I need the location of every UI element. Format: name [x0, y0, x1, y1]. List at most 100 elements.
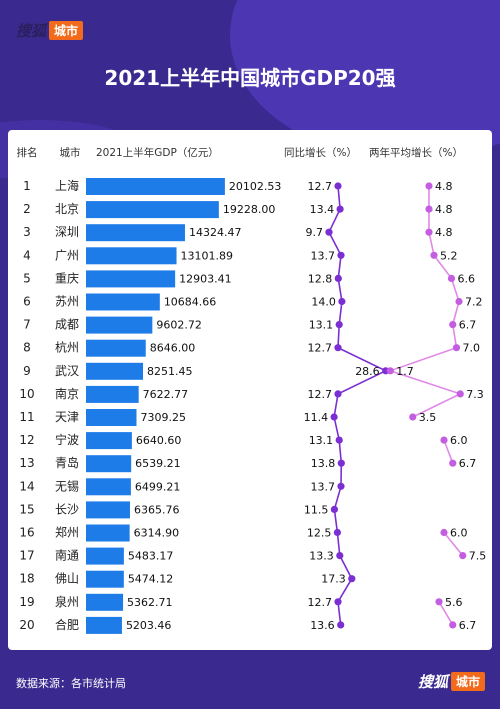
rank-label: 18: [19, 572, 34, 586]
yoy-growth-point: [335, 321, 343, 329]
rank-label: 13: [19, 456, 34, 470]
avg2y-growth-point: [449, 459, 457, 467]
gdp-bar: [86, 385, 139, 403]
city-label: 武汉: [55, 364, 79, 378]
city-label: 成都: [55, 318, 79, 332]
yoy-growth-point: [337, 482, 345, 490]
yoy-growth-label: 12.7: [308, 388, 333, 401]
gdp-bar: [86, 247, 177, 265]
rank-label: 17: [19, 549, 34, 563]
gdp-bar: [86, 409, 137, 426]
city-label: 北京: [55, 202, 79, 216]
avg2y-growth-point: [440, 528, 448, 537]
avg2y-growth-point: [386, 367, 394, 375]
yoy-growth-label: 13.1: [309, 319, 334, 332]
yoy-growth-point: [348, 575, 356, 583]
yoy-growth-point: [335, 436, 343, 444]
gdp-value-label: 6539.21: [135, 457, 181, 470]
avg2y-growth-label: 5.2: [440, 249, 458, 262]
yoy-growth-label: 17.3: [321, 573, 346, 586]
rank-label: 1: [23, 179, 31, 193]
gdp-value-label: 19228.00: [223, 203, 276, 216]
gdp-value-label: 13101.89: [181, 249, 234, 262]
column-header: 两年平均增长（%）: [369, 146, 463, 159]
column-header: 同比增长（%）: [284, 146, 357, 159]
column-header: 排名: [17, 146, 38, 159]
avg2y-growth-line: [443, 531, 464, 557]
avg2y-growth-label: 6.0: [450, 434, 468, 447]
gdp-value-label: 10684.66: [164, 296, 217, 309]
yoy-growth-label: 12.7: [308, 180, 333, 193]
gdp-bar: [86, 524, 130, 542]
avg2y-growth-point: [425, 205, 433, 213]
yoy-growth-label: 13.4: [310, 203, 335, 216]
page-title: 2021上半年中国城市GDP20强: [104, 66, 396, 90]
gdp-bar: [86, 201, 219, 219]
avg2y-growth-point: [425, 228, 433, 236]
yoy-growth-point: [336, 552, 344, 560]
yoy-growth-point: [338, 297, 346, 306]
city-label: 天津: [55, 410, 79, 424]
avg2y-growth-point: [449, 621, 457, 629]
avg2y-growth-point: [447, 274, 456, 282]
yoy-growth-point: [334, 274, 342, 282]
rank-label: 15: [19, 502, 34, 516]
city-label: 深圳: [55, 225, 79, 239]
rank-label: 12: [19, 433, 34, 447]
avg2y-growth-point: [449, 321, 457, 329]
gdp-bar: [86, 339, 146, 357]
rank-label: 6: [23, 295, 31, 309]
yoy-growth-point: [334, 182, 342, 190]
city-label: 无锡: [55, 478, 79, 493]
city-label: 南通: [55, 548, 79, 563]
yoy-growth-label: 13.7: [311, 249, 336, 262]
yoy-growth-point: [337, 459, 345, 467]
city-label: 广州: [55, 248, 79, 262]
avg2y-growth-point: [459, 552, 467, 560]
yoy-growth-point: [333, 528, 341, 537]
gdp-value-label: 6365.76: [134, 503, 180, 516]
city-label: 长沙: [55, 502, 79, 516]
gdp-value-label: 5203.46: [126, 619, 171, 632]
avg2y-growth-label: 4.8: [435, 180, 453, 193]
yoy-growth-label: 12.7: [308, 596, 333, 609]
gdp-bar: [86, 478, 131, 496]
brand-tag: 城市: [49, 21, 84, 40]
rank-label: 16: [19, 526, 34, 540]
city-label: 南京: [55, 386, 79, 401]
rank-label: 4: [23, 248, 31, 262]
avg2y-growth-label: 4.8: [435, 203, 453, 216]
rank-label: 5: [23, 271, 31, 285]
yoy-growth-line: [328, 185, 388, 625]
rank-label: 19: [19, 595, 34, 609]
gdp-value-label: 6640.60: [136, 434, 182, 447]
avg2y-growth-point: [440, 436, 448, 444]
avg2y-growth-line: [443, 439, 454, 464]
gdp-bar: [86, 593, 124, 611]
avg2y-growth-line: [428, 186, 460, 348]
gdp-bar: [86, 501, 130, 519]
rank-label: 11: [19, 410, 34, 424]
yoy-growth-label: 13.1: [309, 434, 334, 447]
city-label: 上海: [55, 178, 79, 193]
avg2y-growth-label: 1.7: [396, 365, 414, 378]
gdp-value-label: 6499.21: [135, 480, 181, 493]
avg2y-growth-label: 4.8: [435, 226, 453, 239]
city-label: 泉州: [55, 595, 79, 609]
yoy-growth-point: [334, 598, 342, 606]
city-label: 杭州: [55, 340, 79, 355]
yoy-growth-point: [337, 621, 345, 629]
brand-name: 搜狐: [16, 22, 47, 40]
yoy-growth-label: 11.5: [304, 503, 329, 516]
avg2y-growth-label: 7.5: [469, 550, 487, 563]
gdp-bar: [86, 178, 225, 195]
avg2y-growth-line: [438, 601, 454, 626]
rank-label: 2: [23, 202, 31, 216]
gdp-bar: [86, 570, 124, 588]
rank-label: 20: [19, 618, 34, 632]
city-label: 合肥: [55, 617, 79, 632]
gdp-bar: [86, 432, 132, 450]
yoy-growth-label: 12.5: [307, 527, 332, 540]
